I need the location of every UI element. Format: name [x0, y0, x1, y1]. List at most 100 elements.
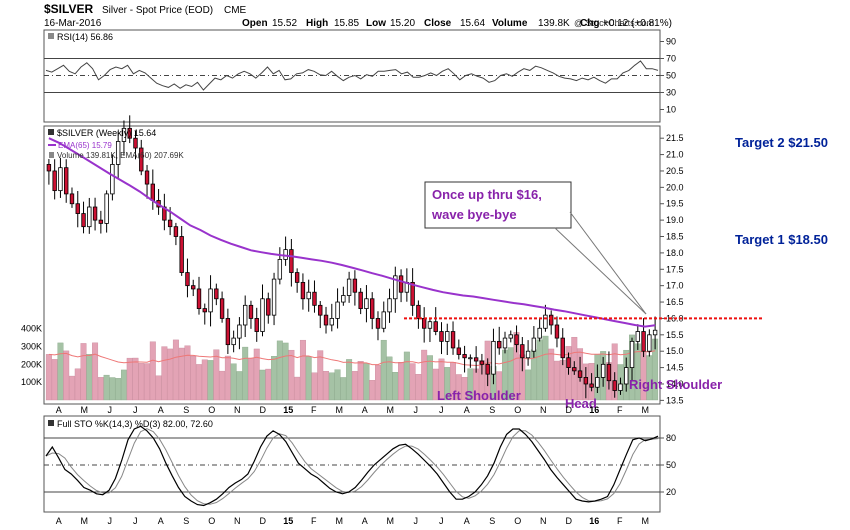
candle-body [387, 298, 392, 313]
candle-body [525, 350, 531, 359]
sto-legend-swatch [48, 420, 54, 426]
candle-body [548, 314, 554, 326]
volume-bar [334, 369, 341, 401]
price-tick-label: 20.5 [666, 166, 684, 176]
x-axis-label: F [311, 405, 317, 415]
x-axis-label: M [81, 405, 89, 415]
volume-bar [461, 377, 468, 401]
candle-body [473, 357, 479, 362]
volume-bar [92, 342, 99, 401]
candle-body [58, 167, 63, 192]
volume-bar [74, 368, 81, 401]
candle-body [318, 304, 323, 316]
candle-body [306, 291, 311, 300]
volume-bar [496, 371, 503, 401]
callout-line-2: wave bye-bye [431, 207, 517, 222]
volume-bar [138, 363, 145, 401]
volume-legend-swatch [49, 152, 54, 158]
x-axis-label: N [540, 405, 547, 415]
candle-body [242, 304, 248, 326]
price-tick-label: 14.0 [666, 379, 684, 389]
volume-bar [507, 347, 514, 401]
x-axis-label: O [208, 516, 215, 526]
volume-bar [392, 372, 399, 401]
ema-legend: EMA(65) 15.79 [58, 141, 112, 150]
candle-body [583, 377, 589, 385]
candle-body [520, 344, 525, 359]
x-axis-label: 15 [283, 405, 293, 415]
rsi-tick-label: 50 [666, 71, 676, 81]
candle-body [266, 298, 271, 316]
sto-k-line [45, 425, 659, 507]
candle-body [294, 272, 300, 283]
candle-body [335, 301, 340, 319]
head-label: Head [565, 396, 597, 411]
candle-body [514, 334, 519, 346]
volume-bar [317, 350, 324, 401]
x-axis-label: S [183, 405, 189, 415]
candle-body [508, 334, 513, 339]
rsi-legend-swatch [48, 33, 54, 39]
volume-bar [178, 347, 185, 401]
x-axis-label: S [489, 405, 495, 415]
x-axis-label: A [362, 516, 368, 526]
volume-bar [51, 359, 58, 401]
x-axis-label: J [133, 405, 138, 415]
volume-tick-label: 100K [21, 377, 42, 387]
x-axis-label: O [514, 405, 521, 415]
x-axis-label: A [56, 516, 62, 526]
volume-bar [438, 358, 445, 401]
chart-exchange: CME [224, 5, 247, 16]
sto-title: Full STO %K(14,3) %D(3) 82.00, 72.60 [57, 419, 213, 429]
volume-bar [219, 370, 226, 401]
price-tick-label: 17.0 [666, 281, 684, 291]
candle-body [421, 318, 427, 329]
x-axis-label: N [540, 516, 547, 526]
candle-body [329, 318, 334, 326]
x-axis-label: M [81, 516, 89, 526]
candle-body [231, 337, 236, 346]
volume-bar [172, 339, 179, 401]
price-tick-label: 18.5 [666, 232, 684, 242]
candle-body [352, 278, 358, 293]
volume-bar [467, 368, 474, 401]
volume-ema-line [48, 350, 656, 367]
x-axis-label: J [439, 405, 444, 415]
volume-bar [380, 339, 387, 401]
volume-legend: Volume 139.81K, EMA(60) 207.69K [57, 151, 184, 160]
sto-panel: Full STO %K(14,3) %D(3) 82.00, 72.60 20 5… [43, 415, 676, 513]
candle-body [185, 272, 190, 287]
candle-body [202, 308, 207, 313]
volume-bar [536, 339, 543, 401]
volume-bar [305, 356, 312, 401]
price-legend-swatch [48, 129, 54, 135]
x-axis-label: D [260, 516, 267, 526]
candle-body [346, 278, 352, 296]
right-shoulder-label: Right Shoulder [629, 377, 722, 392]
volume-bar [120, 369, 127, 401]
volume-bar [386, 356, 393, 401]
candle-body [479, 360, 485, 365]
candle-body [485, 363, 490, 375]
price-tick-label: 18.0 [666, 248, 684, 258]
candle-body [600, 363, 606, 378]
left-shoulder-label: Left Shoulder [437, 388, 521, 403]
rsi-tick-label: 90 [666, 37, 676, 47]
volume-bar [247, 358, 254, 401]
candle-body [133, 137, 138, 149]
volume-bar [346, 359, 353, 401]
volume-bar [190, 356, 197, 401]
candle-body [64, 167, 69, 195]
volume-bar [640, 351, 647, 401]
x-axis-label: A [158, 516, 164, 526]
volume-bar [196, 364, 202, 401]
rsi-tick-label: 30 [666, 88, 676, 98]
x-axis-label: J [414, 405, 419, 415]
volume-bar [155, 375, 162, 401]
candle-body [271, 278, 277, 316]
chart-name: Silver - Spot Price (EOD) [102, 5, 213, 16]
x-axis-label: J [108, 405, 113, 415]
x-axis-label: 16 [589, 516, 599, 526]
x-axis-label: J [133, 516, 138, 526]
ohlc-chg-value: +0.12 (+0.81%) [603, 18, 672, 29]
